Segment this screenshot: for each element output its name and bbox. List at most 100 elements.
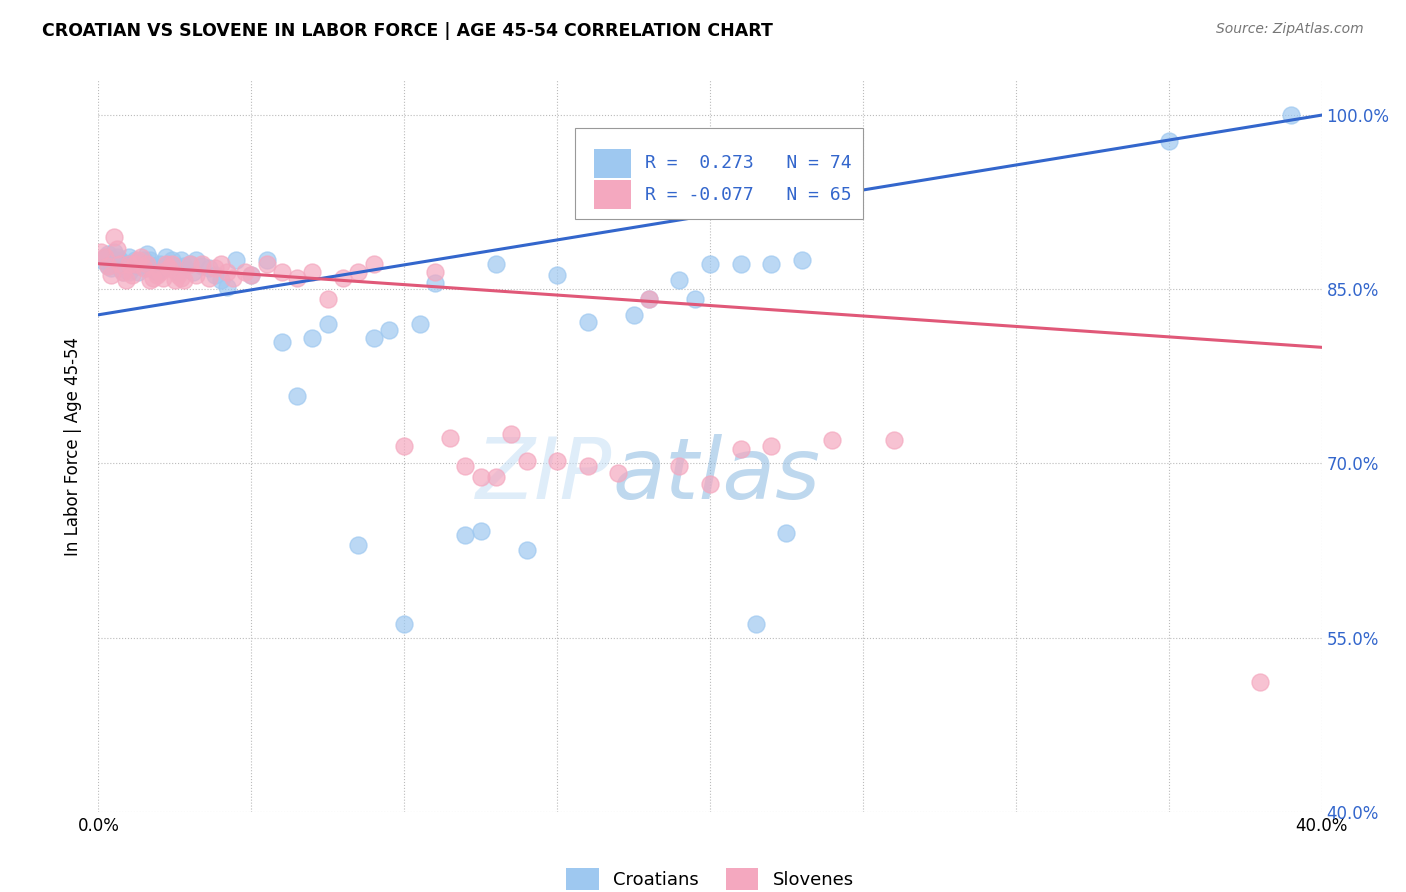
Text: atlas: atlas <box>612 434 820 516</box>
Point <box>170 270 193 285</box>
Point <box>108 253 131 268</box>
Point <box>121 268 143 283</box>
Point <box>215 280 238 294</box>
Point <box>124 253 146 268</box>
Point <box>191 259 214 273</box>
Point <box>516 543 538 558</box>
Point <box>118 257 141 271</box>
Point <box>546 454 568 468</box>
Point <box>118 265 141 279</box>
Point <box>100 261 122 276</box>
Point <box>155 257 177 271</box>
Point <box>637 292 661 306</box>
Point <box>607 466 630 480</box>
Point <box>105 250 128 264</box>
Point <box>821 433 844 447</box>
Legend: Croatians, Slovenes: Croatians, Slovenes <box>558 861 862 892</box>
Point <box>111 265 134 279</box>
Point <box>160 257 183 271</box>
Point <box>470 524 492 538</box>
Point <box>470 470 492 484</box>
Point <box>121 257 143 271</box>
Point <box>97 259 120 273</box>
Point <box>93 250 115 264</box>
Point <box>623 308 645 322</box>
Point <box>129 250 152 264</box>
Point <box>149 257 172 271</box>
Point <box>127 265 149 279</box>
Text: CROATIAN VS SLOVENE IN LABOR FORCE | AGE 45-54 CORRELATION CHART: CROATIAN VS SLOVENE IN LABOR FORCE | AGE… <box>42 22 773 40</box>
Point <box>136 261 159 276</box>
Point <box>103 245 125 260</box>
Point <box>127 259 149 273</box>
Point <box>256 257 278 271</box>
Point <box>392 439 416 453</box>
Point <box>152 270 174 285</box>
Point <box>316 317 339 331</box>
Point <box>197 261 219 276</box>
Point <box>157 261 180 276</box>
Point <box>90 253 112 268</box>
Point <box>157 257 180 271</box>
Point <box>124 257 146 271</box>
Point <box>699 477 721 491</box>
Bar <box>593 149 630 178</box>
Point <box>97 259 120 273</box>
Point <box>240 268 263 283</box>
Point <box>730 442 752 457</box>
Point <box>745 616 768 631</box>
Point <box>149 265 172 279</box>
Point <box>1279 108 1302 122</box>
Point <box>145 265 167 279</box>
Point <box>136 257 159 271</box>
Point <box>316 292 339 306</box>
Point <box>136 247 159 261</box>
Point <box>790 253 813 268</box>
Point <box>103 230 125 244</box>
Point <box>485 470 508 484</box>
Text: ZIP: ZIP <box>475 434 612 516</box>
Point <box>204 261 226 276</box>
Point <box>134 261 156 276</box>
Point <box>139 273 162 287</box>
Point <box>155 250 177 264</box>
Point <box>215 265 238 279</box>
Point <box>115 273 138 287</box>
Point <box>167 265 190 279</box>
Point <box>134 253 156 268</box>
Point <box>111 265 134 279</box>
Point <box>115 259 138 273</box>
Text: R = -0.077   N = 65: R = -0.077 N = 65 <box>645 186 852 203</box>
Point <box>127 253 149 268</box>
Point <box>163 273 186 287</box>
Point <box>93 250 115 264</box>
Point <box>363 257 385 271</box>
Point <box>173 273 195 287</box>
Point <box>173 259 195 273</box>
Point <box>637 292 661 306</box>
Point <box>546 268 568 283</box>
Point <box>270 334 292 349</box>
Point <box>118 250 141 264</box>
Text: Source: ZipAtlas.com: Source: ZipAtlas.com <box>1216 22 1364 37</box>
Point <box>454 458 477 473</box>
Point <box>204 268 226 283</box>
Point <box>179 257 201 271</box>
Point <box>186 268 208 283</box>
Point <box>152 261 174 276</box>
Y-axis label: In Labor Force | Age 45-54: In Labor Force | Age 45-54 <box>65 336 83 556</box>
Point <box>139 253 162 268</box>
Point <box>347 538 370 552</box>
Point <box>181 265 204 279</box>
Point <box>186 253 208 268</box>
Point <box>179 257 201 271</box>
Point <box>111 257 134 271</box>
Point <box>699 257 721 271</box>
Point <box>108 257 131 271</box>
Point <box>408 317 430 331</box>
Point <box>668 273 690 287</box>
Point <box>378 323 401 337</box>
Point <box>129 257 152 271</box>
Point <box>347 265 370 279</box>
Point <box>454 528 477 542</box>
